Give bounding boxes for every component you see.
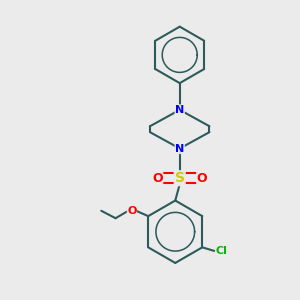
Text: Cl: Cl bbox=[216, 246, 227, 256]
Text: S: S bbox=[175, 171, 185, 185]
Text: N: N bbox=[175, 105, 184, 115]
Text: O: O bbox=[197, 172, 207, 185]
Text: O: O bbox=[152, 172, 163, 185]
Text: N: N bbox=[175, 143, 184, 154]
Text: O: O bbox=[127, 206, 136, 216]
